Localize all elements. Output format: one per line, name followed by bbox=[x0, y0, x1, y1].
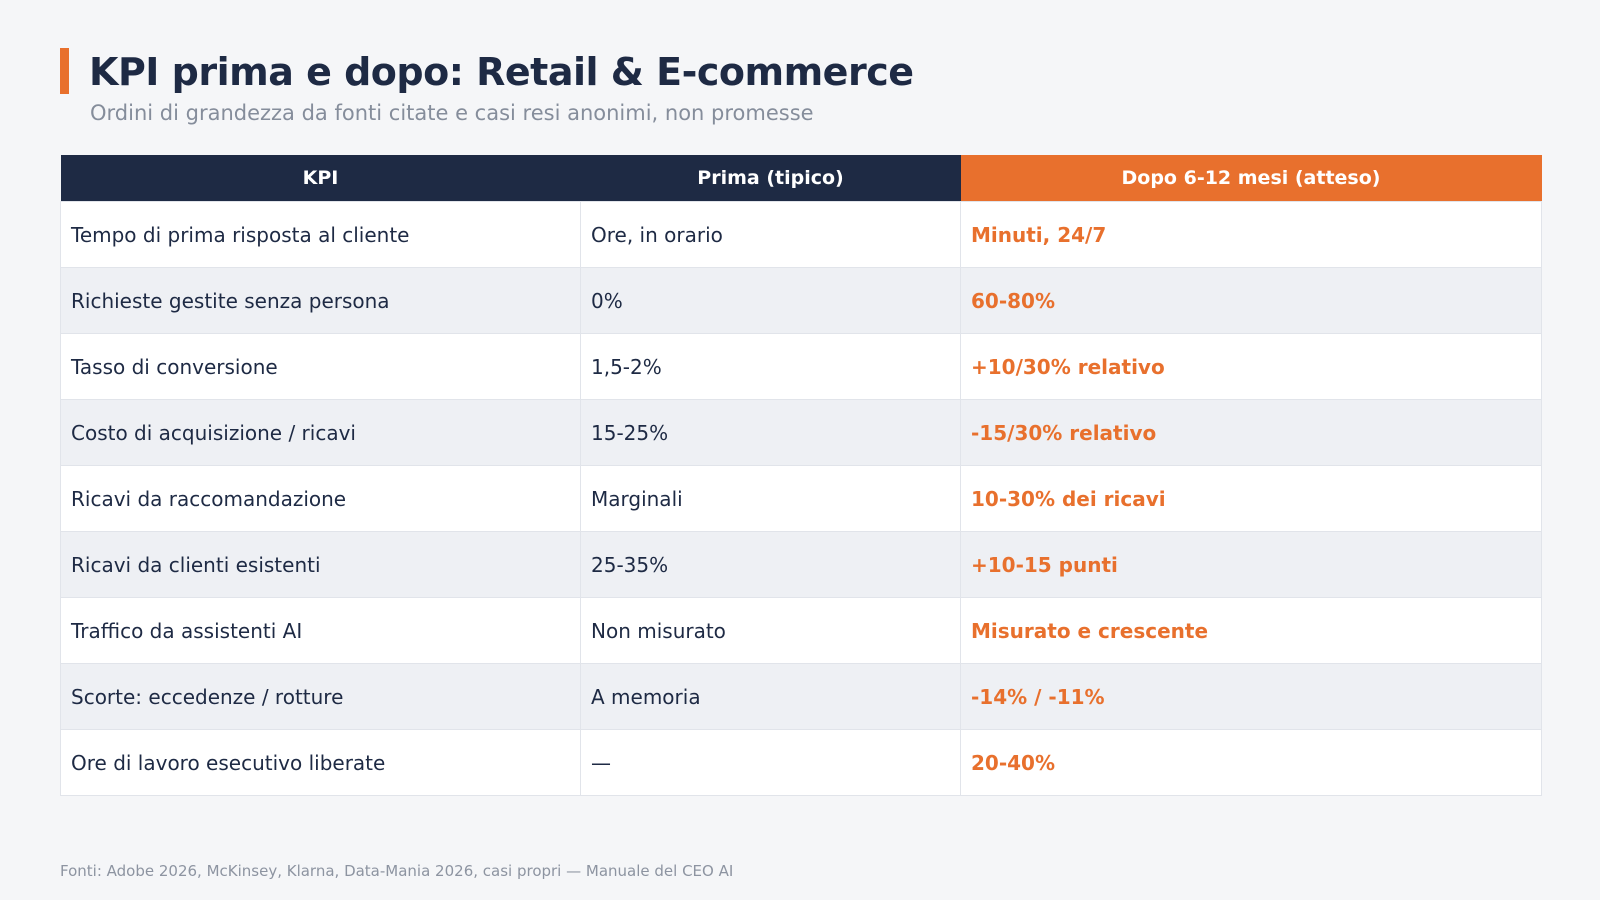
kpi-cell: Tasso di conversione bbox=[60, 333, 581, 400]
table-row: Tasso di conversione 1,5-2% +10/30% rela… bbox=[60, 333, 1542, 400]
after-cell: 60-80% bbox=[960, 267, 1542, 334]
header-before: Prima (tipico) bbox=[580, 155, 961, 202]
table-row: Costo di acquisizione / ricavi 15-25% -1… bbox=[60, 399, 1542, 466]
after-cell: 10-30% dei ricavi bbox=[960, 465, 1542, 532]
after-cell: -14% / -11% bbox=[960, 663, 1542, 730]
kpi-cell: Tempo di prima risposta al cliente bbox=[60, 201, 581, 268]
kpi-cell: Ricavi da raccomandazione bbox=[60, 465, 581, 532]
table-row: Tempo di prima risposta al cliente Ore, … bbox=[60, 201, 1542, 268]
kpi-cell: Traffico da assistenti AI bbox=[60, 597, 581, 664]
table-row: Ricavi da raccomandazione Marginali 10-3… bbox=[60, 465, 1542, 532]
before-cell: — bbox=[580, 729, 961, 796]
kpi-table: KPI Prima (tipico) Dopo 6-12 mesi (attes… bbox=[60, 155, 1542, 796]
after-cell: Misurato e crescente bbox=[960, 597, 1542, 664]
after-cell: Minuti, 24/7 bbox=[960, 201, 1542, 268]
before-cell: Marginali bbox=[580, 465, 961, 532]
page-subtitle: Ordini di grandezza da fonti citate e ca… bbox=[90, 101, 814, 125]
sources-footer: Fonti: Adobe 2026, McKinsey, Klarna, Dat… bbox=[60, 862, 734, 880]
table-row: Richieste gestite senza persona 0% 60-80… bbox=[60, 267, 1542, 334]
kpi-cell: Costo di acquisizione / ricavi bbox=[60, 399, 581, 466]
page-title: KPI prima e dopo: Retail & E-commerce bbox=[89, 50, 914, 94]
header-after: Dopo 6-12 mesi (atteso) bbox=[960, 155, 1542, 202]
before-cell: A memoria bbox=[580, 663, 961, 730]
after-cell: -15/30% relativo bbox=[960, 399, 1542, 466]
table-header-row: KPI Prima (tipico) Dopo 6-12 mesi (attes… bbox=[60, 155, 1542, 202]
title-accent-bar bbox=[60, 48, 69, 94]
after-cell: +10/30% relativo bbox=[960, 333, 1542, 400]
before-cell: 0% bbox=[580, 267, 961, 334]
before-cell: Ore, in orario bbox=[580, 201, 961, 268]
before-cell: Non misurato bbox=[580, 597, 961, 664]
kpi-cell: Ricavi da clienti esistenti bbox=[60, 531, 581, 598]
header-kpi: KPI bbox=[60, 155, 581, 202]
before-cell: 25-35% bbox=[580, 531, 961, 598]
after-cell: +10-15 punti bbox=[960, 531, 1542, 598]
table-row: Ore di lavoro esecutivo liberate — 20-40… bbox=[60, 729, 1542, 796]
before-cell: 15-25% bbox=[580, 399, 961, 466]
kpi-cell: Ore di lavoro esecutivo liberate bbox=[60, 729, 581, 796]
table-row: Ricavi da clienti esistenti 25-35% +10-1… bbox=[60, 531, 1542, 598]
title-block: KPI prima e dopo: Retail & E-commerce bbox=[60, 46, 914, 98]
after-cell: 20-40% bbox=[960, 729, 1542, 796]
before-cell: 1,5-2% bbox=[580, 333, 961, 400]
kpi-cell: Scorte: eccedenze / rotture bbox=[60, 663, 581, 730]
table-row: Traffico da assistenti AI Non misurato M… bbox=[60, 597, 1542, 664]
table-row: Scorte: eccedenze / rotture A memoria -1… bbox=[60, 663, 1542, 730]
kpi-cell: Richieste gestite senza persona bbox=[60, 267, 581, 334]
